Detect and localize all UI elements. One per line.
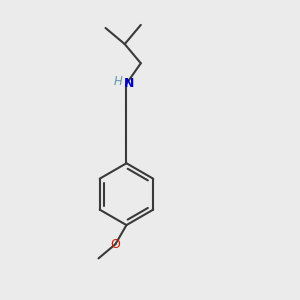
Text: H: H (114, 75, 123, 88)
Text: O: O (110, 238, 120, 251)
Text: N: N (124, 77, 135, 90)
